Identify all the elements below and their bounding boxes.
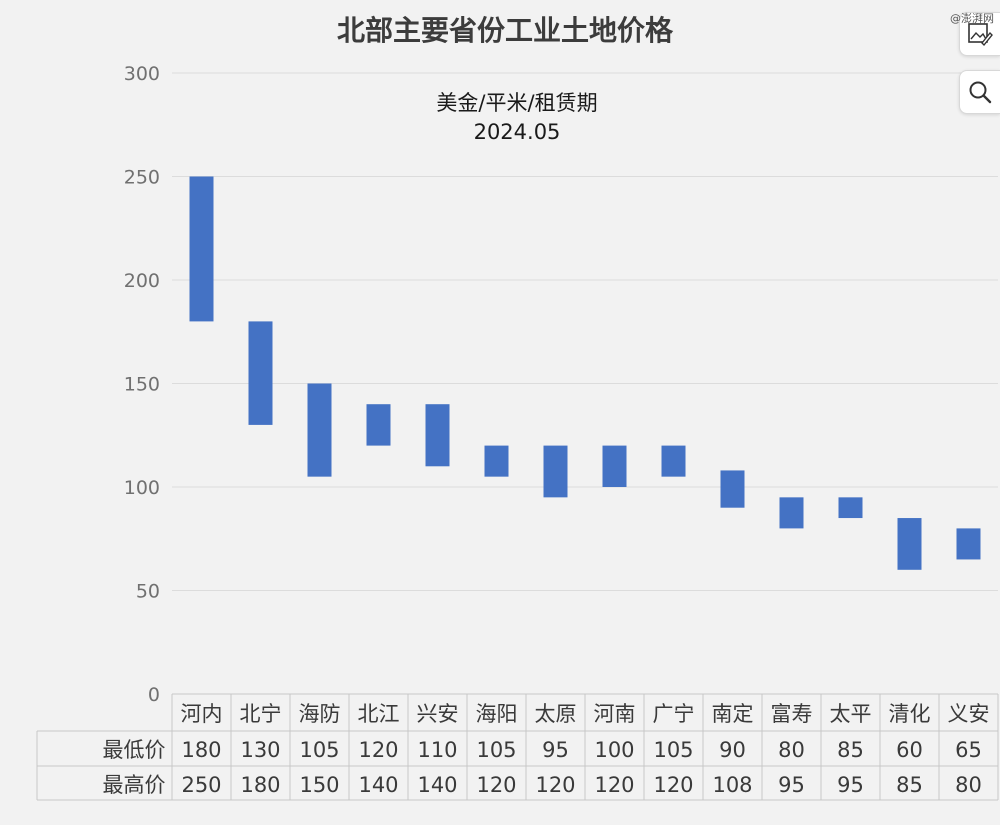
y-tick-label: 100 xyxy=(124,477,160,499)
bar-range xyxy=(307,383,332,477)
image-edit-icon xyxy=(968,23,993,47)
bar-range xyxy=(425,404,450,467)
bar-range xyxy=(366,404,391,446)
table-value-cell: 120 xyxy=(594,773,634,797)
table-value-cell: 108 xyxy=(712,773,752,797)
table-value-cell: 95 xyxy=(542,738,569,762)
bar-range xyxy=(661,445,686,477)
watermark: @澎湃网 xyxy=(950,12,994,25)
gridlines xyxy=(172,72,998,591)
bar-range xyxy=(779,497,804,529)
table-value-cell: 120 xyxy=(358,738,398,762)
table-value-cell: 110 xyxy=(417,738,457,762)
table-value-cell: 180 xyxy=(240,773,280,797)
y-tick-label: 200 xyxy=(124,270,160,292)
chart-subtitle-date: 2024.05 xyxy=(474,120,561,144)
y-tick-label: 300 xyxy=(124,63,160,85)
table-value-cell: 120 xyxy=(653,773,693,797)
x-category-label: 南定 xyxy=(712,702,754,726)
table-value-cell: 105 xyxy=(299,738,339,762)
table-value-cell: 105 xyxy=(476,738,516,762)
table-value-cell: 120 xyxy=(535,773,575,797)
table-value-cell: 130 xyxy=(240,738,280,762)
table-value-cell: 95 xyxy=(778,773,805,797)
image-edit-button[interactable] xyxy=(959,12,1000,56)
search-icon xyxy=(969,81,992,104)
y-tick-label: 150 xyxy=(124,374,160,396)
chart-title: 北部主要省份工业土地价格 xyxy=(337,14,674,47)
y-axis-ticks: 0 50 100 150 200 250 300 xyxy=(124,63,160,706)
table-value-cell: 140 xyxy=(417,773,457,797)
x-category-label: 广宁 xyxy=(653,702,695,726)
bar-range xyxy=(248,321,273,425)
x-category-label: 义安 xyxy=(948,702,990,726)
x-category-label: 太平 xyxy=(830,702,872,726)
x-category-label: 海阳 xyxy=(476,702,518,726)
y-tick-label: 250 xyxy=(124,167,160,189)
chart-subtitle-unit: 美金/平米/租赁期 xyxy=(436,91,597,115)
table-value-cell: 80 xyxy=(955,773,982,797)
bar-range xyxy=(838,497,863,519)
bar-range xyxy=(720,470,745,508)
y-tick-label: 50 xyxy=(136,581,160,603)
x-category-label: 北宁 xyxy=(240,702,282,726)
table-value-cell: 90 xyxy=(719,738,746,762)
table-value-cell: 80 xyxy=(778,738,805,762)
bar-range xyxy=(484,445,509,477)
x-category-label: 海防 xyxy=(299,702,341,726)
table-value-cell: 95 xyxy=(837,773,864,797)
x-category-label: 兴安 xyxy=(417,702,459,726)
table-value-cell: 150 xyxy=(299,773,339,797)
bars xyxy=(189,176,981,570)
x-category-label: 北江 xyxy=(358,702,400,726)
table-value-cell: 100 xyxy=(594,738,634,762)
table-value-cell: 120 xyxy=(476,773,516,797)
table-value-cell: 180 xyxy=(181,738,221,762)
bar-range xyxy=(602,445,627,487)
x-category-label: 清化 xyxy=(889,702,931,726)
search-button[interactable] xyxy=(959,70,1000,114)
table-value-cell: 140 xyxy=(358,773,398,797)
table-row-header: 最低价 xyxy=(103,738,166,762)
x-category-label: 河内 xyxy=(181,702,223,726)
bar-range xyxy=(189,176,214,322)
table-value-cell: 85 xyxy=(837,738,864,762)
table-value-cell: 60 xyxy=(896,738,923,762)
table-value-cell: 105 xyxy=(653,738,693,762)
y-tick-label: 0 xyxy=(148,684,160,706)
table-value-cell: 85 xyxy=(896,773,923,797)
table-value-cell: 65 xyxy=(955,738,982,762)
bar-range xyxy=(956,528,981,560)
x-category-label: 富寿 xyxy=(771,702,813,726)
x-category-label: 河南 xyxy=(594,702,636,726)
bar-range xyxy=(543,445,568,498)
x-category-label: 太原 xyxy=(535,702,577,726)
table-value-cell: 250 xyxy=(181,773,221,797)
table-row-header: 最高价 xyxy=(103,773,166,797)
bar-range xyxy=(897,518,922,570)
